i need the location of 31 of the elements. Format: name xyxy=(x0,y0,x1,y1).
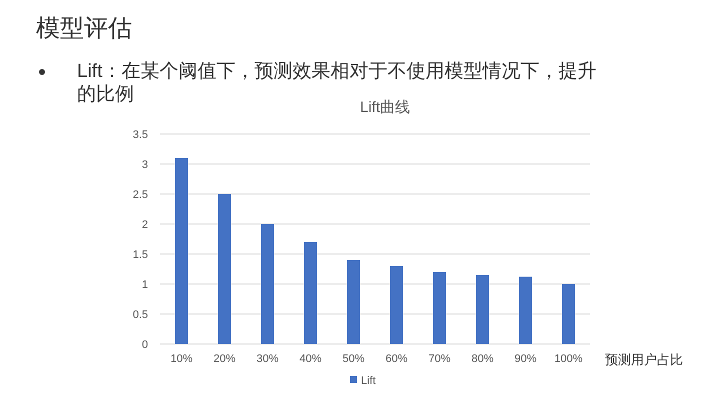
bar xyxy=(390,266,403,344)
y-tick-label: 0.5 xyxy=(132,309,148,321)
text: 模型评估 xyxy=(36,14,132,44)
bar xyxy=(476,275,489,344)
x-tick-label: 40% xyxy=(299,353,322,365)
y-tick-label: 3.5 xyxy=(132,129,148,141)
x-tick-label: 10% xyxy=(170,353,193,365)
bar xyxy=(175,158,188,344)
x-tick-label: 100% xyxy=(554,353,583,365)
x-tick-label: 30% xyxy=(256,353,279,365)
y-tick-label: 1.5 xyxy=(132,249,148,261)
x-tick-label: 20% xyxy=(213,353,236,365)
y-tick-label: 3 xyxy=(142,159,148,171)
y-tick-label: 1 xyxy=(142,279,148,291)
x-tick-label: 80% xyxy=(471,353,494,365)
bar xyxy=(347,260,360,344)
x-tick-label: 90% xyxy=(514,353,537,365)
bar xyxy=(304,242,317,344)
bar xyxy=(519,276,532,344)
bar xyxy=(433,272,446,344)
y-tick-label: 2 xyxy=(142,219,148,231)
x-tick-label: 50% xyxy=(342,353,365,365)
bar xyxy=(218,194,231,344)
x-tick-label: 70% xyxy=(428,353,451,365)
x-axis-title: 预测用户占比 xyxy=(605,352,683,367)
x-tick-label: 60% xyxy=(385,353,408,365)
y-tick-label: 2.5 xyxy=(132,189,148,201)
bar xyxy=(562,284,575,344)
legend-label: Lift xyxy=(361,375,376,387)
y-tick-label: 0 xyxy=(142,339,148,351)
bar xyxy=(261,224,274,344)
